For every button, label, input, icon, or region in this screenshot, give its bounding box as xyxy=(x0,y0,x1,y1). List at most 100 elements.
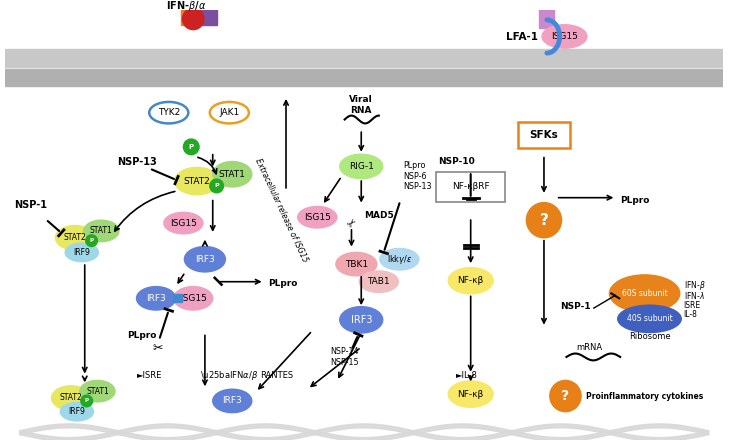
Text: P: P xyxy=(189,144,194,150)
Circle shape xyxy=(86,235,98,246)
Circle shape xyxy=(184,139,199,155)
Text: PLpro: PLpro xyxy=(268,279,298,288)
Text: STAT1: STAT1 xyxy=(90,227,112,235)
Text: P: P xyxy=(90,238,93,243)
Text: mRNA: mRNA xyxy=(576,343,602,352)
Text: NF-κβRF: NF-κβRF xyxy=(452,183,490,191)
Text: NSP-14
NSP-15: NSP-14 NSP-15 xyxy=(330,347,359,367)
Text: ?: ? xyxy=(539,213,548,227)
Ellipse shape xyxy=(336,253,377,276)
Text: Ribosome: Ribosome xyxy=(628,332,670,341)
Bar xyxy=(4,69,723,86)
Text: TYK2: TYK2 xyxy=(157,108,180,117)
Ellipse shape xyxy=(212,161,252,187)
Text: LFA-1: LFA-1 xyxy=(506,33,539,42)
Ellipse shape xyxy=(65,243,98,262)
Text: TBK1: TBK1 xyxy=(345,260,368,269)
Text: NSP-13: NSP-13 xyxy=(117,157,157,166)
Text: NSP-1: NSP-1 xyxy=(15,201,48,210)
Ellipse shape xyxy=(340,154,383,179)
Ellipse shape xyxy=(617,305,681,333)
Text: NSP-1: NSP-1 xyxy=(560,302,591,311)
Circle shape xyxy=(526,202,562,238)
Bar xyxy=(173,294,182,302)
Ellipse shape xyxy=(542,25,587,48)
Text: IRF9: IRF9 xyxy=(68,407,85,416)
FancyBboxPatch shape xyxy=(517,122,570,148)
Text: P: P xyxy=(85,398,89,403)
Ellipse shape xyxy=(212,389,252,413)
Text: ?: ? xyxy=(562,389,570,403)
Bar xyxy=(201,0,217,25)
Text: NF-κβ: NF-κβ xyxy=(458,389,484,399)
Text: ISG15: ISG15 xyxy=(304,213,331,222)
Text: STAT2: STAT2 xyxy=(184,176,210,186)
Text: RANTES: RANTES xyxy=(261,371,294,380)
Text: STAT1: STAT1 xyxy=(219,170,245,179)
Ellipse shape xyxy=(340,307,383,333)
Ellipse shape xyxy=(609,275,680,312)
Text: IFN-$\lambda$: IFN-$\lambda$ xyxy=(684,290,705,301)
Text: ►IL-8: ►IL-8 xyxy=(456,371,478,380)
Text: 40S subunit: 40S subunit xyxy=(627,314,673,323)
Ellipse shape xyxy=(149,102,188,124)
Text: SFKs: SFKs xyxy=(530,130,559,140)
Text: JAK1: JAK1 xyxy=(219,108,240,117)
Text: IL-8: IL-8 xyxy=(684,311,698,319)
Ellipse shape xyxy=(84,220,119,242)
Text: PLpro: PLpro xyxy=(126,331,156,340)
Circle shape xyxy=(550,381,581,412)
Circle shape xyxy=(81,395,93,407)
Text: IFN-$\beta$: IFN-$\beta$ xyxy=(684,279,706,292)
FancyBboxPatch shape xyxy=(437,172,505,202)
Ellipse shape xyxy=(173,286,212,310)
Ellipse shape xyxy=(380,249,419,270)
Ellipse shape xyxy=(164,213,203,234)
Ellipse shape xyxy=(298,206,337,228)
Bar xyxy=(182,0,201,25)
Ellipse shape xyxy=(448,381,493,407)
Circle shape xyxy=(209,179,223,193)
Text: ✂: ✂ xyxy=(153,341,163,355)
Ellipse shape xyxy=(137,286,176,310)
Ellipse shape xyxy=(51,386,90,410)
Text: Extracellular release of ISG15: Extracellular release of ISG15 xyxy=(253,157,309,264)
Bar xyxy=(539,0,553,28)
Text: IRF3: IRF3 xyxy=(146,294,166,303)
Circle shape xyxy=(182,8,204,29)
Text: IRF3: IRF3 xyxy=(351,315,372,325)
Text: STAT2: STAT2 xyxy=(60,393,82,403)
Ellipse shape xyxy=(359,271,398,293)
Text: RIG-1: RIG-1 xyxy=(349,162,373,171)
Text: P: P xyxy=(215,183,219,188)
Text: IFN-$\beta$/$\alpha$: IFN-$\beta$/$\alpha$ xyxy=(166,0,207,13)
Text: ISG15: ISG15 xyxy=(180,294,207,303)
Ellipse shape xyxy=(60,403,93,421)
Text: STAT1: STAT1 xyxy=(86,387,109,396)
Text: ISG15: ISG15 xyxy=(170,219,197,227)
Text: NSP-10: NSP-10 xyxy=(437,157,474,166)
Text: ✂: ✂ xyxy=(345,216,359,230)
Text: 60S subunit: 60S subunit xyxy=(622,289,667,298)
Text: ISG15: ISG15 xyxy=(551,32,578,41)
Text: ►ISRE: ►ISRE xyxy=(137,371,162,380)
Ellipse shape xyxy=(448,268,493,294)
Ellipse shape xyxy=(209,102,249,124)
Bar xyxy=(4,49,723,67)
Text: Viral
RNA: Viral RNA xyxy=(349,95,373,114)
Text: IRF3: IRF3 xyxy=(195,255,215,264)
Text: PLpro: PLpro xyxy=(620,196,650,205)
Text: MAD5: MAD5 xyxy=(364,211,394,220)
Text: NF-κβ: NF-κβ xyxy=(458,276,484,285)
Text: ISRE: ISRE xyxy=(684,301,700,310)
Text: TAB1: TAB1 xyxy=(368,277,390,286)
Text: \u25baIFN$\alpha$/$\beta$: \u25baIFN$\alpha$/$\beta$ xyxy=(200,369,258,382)
Text: IRF3: IRF3 xyxy=(223,396,242,405)
Text: STAT2: STAT2 xyxy=(64,233,86,242)
Ellipse shape xyxy=(184,246,226,272)
Text: Proinflammatory cytokines: Proinflammatory cytokines xyxy=(586,392,703,400)
Text: Ikk$\gamma$/$\varepsilon$: Ikk$\gamma$/$\varepsilon$ xyxy=(387,253,412,266)
Ellipse shape xyxy=(55,226,95,250)
Ellipse shape xyxy=(80,381,115,402)
Ellipse shape xyxy=(175,167,220,195)
